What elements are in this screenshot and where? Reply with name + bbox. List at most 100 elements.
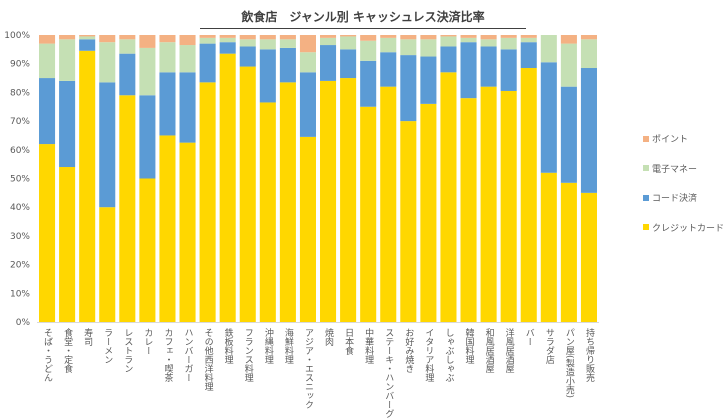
legend: ポイント 電子マネー コード決済 クレジットカード — [643, 124, 724, 242]
bar-segment — [400, 35, 417, 40]
y-tick-label: 10% — [10, 289, 30, 299]
bar-segment — [540, 62, 557, 173]
bar-segment — [440, 35, 457, 37]
bar-segment — [560, 35, 577, 44]
bar-segment — [340, 78, 357, 322]
x-tick-label: 寿司 — [82, 328, 93, 346]
bar-segment — [59, 39, 76, 81]
bar-segment — [460, 35, 477, 38]
bar-segment — [179, 45, 196, 73]
x-tick-label: ハンバーガー — [182, 328, 193, 382]
bar-segment — [199, 43, 216, 83]
x-tick-label: 焼肉 — [323, 328, 334, 346]
x-tick-label: フランス料理 — [242, 328, 253, 382]
legend-swatch — [643, 194, 649, 201]
bar-segment — [139, 178, 156, 322]
x-tick-label: アジア・エスニック — [302, 328, 313, 409]
bar-segment — [59, 35, 76, 40]
bar-segment — [320, 80, 337, 322]
bar-segment — [580, 68, 597, 193]
bar-segment — [139, 35, 156, 48]
bar-segment — [580, 35, 597, 40]
bar-segment — [99, 42, 116, 83]
x-tick-label: お好み焼き — [403, 328, 414, 373]
y-tick-label: 90% — [10, 60, 30, 70]
bar-segment — [580, 39, 597, 69]
bar-segment — [279, 35, 296, 40]
bar-segment — [279, 47, 296, 83]
bar-segment — [59, 80, 76, 168]
bar-segment — [560, 43, 577, 87]
bar-segment — [520, 35, 537, 38]
bar-segment — [99, 207, 116, 322]
bar-segment — [59, 167, 76, 322]
bar-segment — [159, 35, 176, 43]
bar-segment — [39, 43, 56, 79]
bar-segment — [340, 36, 357, 50]
x-tick-label: 沖縄料理 — [262, 328, 273, 364]
bar-segment — [259, 39, 276, 50]
bar-segment — [420, 103, 437, 322]
y-tick-label: 50% — [10, 175, 30, 185]
bar-segment — [380, 52, 397, 87]
bar-segment — [380, 37, 397, 53]
x-tick-label: サラダ店 — [543, 328, 554, 364]
bar-segment — [159, 42, 176, 73]
bar-segment — [360, 40, 377, 61]
bar-segment — [199, 37, 216, 44]
bar-segment — [440, 46, 457, 73]
y-tick-label: 20% — [10, 261, 30, 271]
bar-segment — [299, 72, 316, 137]
bar-segment — [380, 35, 397, 38]
bar-segment — [580, 192, 597, 322]
legend-item: コード決済 — [643, 183, 724, 213]
y-tick-label: 100% — [4, 31, 30, 41]
bar-segment — [420, 39, 437, 57]
bar-segment — [420, 35, 437, 40]
bar-segment — [480, 46, 497, 87]
x-tick-label: 和風居酒屋 — [483, 328, 494, 373]
x-tick-label: 洋風居酒屋 — [503, 328, 514, 373]
bar-segment — [299, 136, 316, 322]
bar-segment — [299, 52, 316, 73]
bar-segment — [219, 37, 236, 43]
bar-segment — [99, 35, 116, 43]
bar-segment — [560, 86, 577, 183]
bar-segment — [340, 49, 357, 79]
bar-segment — [239, 46, 256, 67]
x-tick-label: パン屋(製造小売) — [563, 328, 574, 399]
legend-swatch — [643, 135, 649, 142]
bar-segment — [159, 72, 176, 136]
bar-segment — [500, 37, 517, 50]
bar-segment — [320, 37, 337, 46]
bar-segment — [119, 95, 136, 323]
bar-segment — [239, 66, 256, 322]
y-tick-label: 40% — [10, 203, 30, 213]
legend-item: ポイント — [643, 124, 724, 154]
x-tick-label: バー — [523, 328, 534, 346]
y-tick-label: 30% — [10, 232, 30, 242]
y-tick-label: 60% — [10, 146, 30, 156]
bar-segment — [360, 60, 377, 107]
legend-label: 電子マネー — [652, 164, 698, 175]
bar-segment — [179, 72, 196, 143]
x-tick-label: 韓国料理 — [463, 328, 474, 364]
bar-segment — [79, 39, 96, 51]
bar-segment — [159, 135, 176, 322]
legend-swatch — [643, 224, 649, 231]
x-tick-label: 中華料理 — [363, 328, 374, 364]
bar-segment — [520, 37, 537, 43]
bar-segment — [340, 35, 357, 37]
bar-segment — [259, 35, 276, 40]
legend-label: コード決済 — [652, 194, 698, 205]
bar-segment — [500, 49, 517, 91]
bar-segment — [360, 35, 377, 41]
x-tick-label: 持ち帰り販売 — [583, 328, 594, 382]
bar-segment — [460, 42, 477, 99]
bar-segment — [520, 42, 537, 69]
bar-segment — [440, 72, 457, 322]
x-tick-label: しゃぶしゃぶ — [443, 328, 454, 382]
bar-segment — [219, 53, 236, 322]
bar-segment — [99, 82, 116, 208]
bar-segment — [79, 35, 96, 37]
